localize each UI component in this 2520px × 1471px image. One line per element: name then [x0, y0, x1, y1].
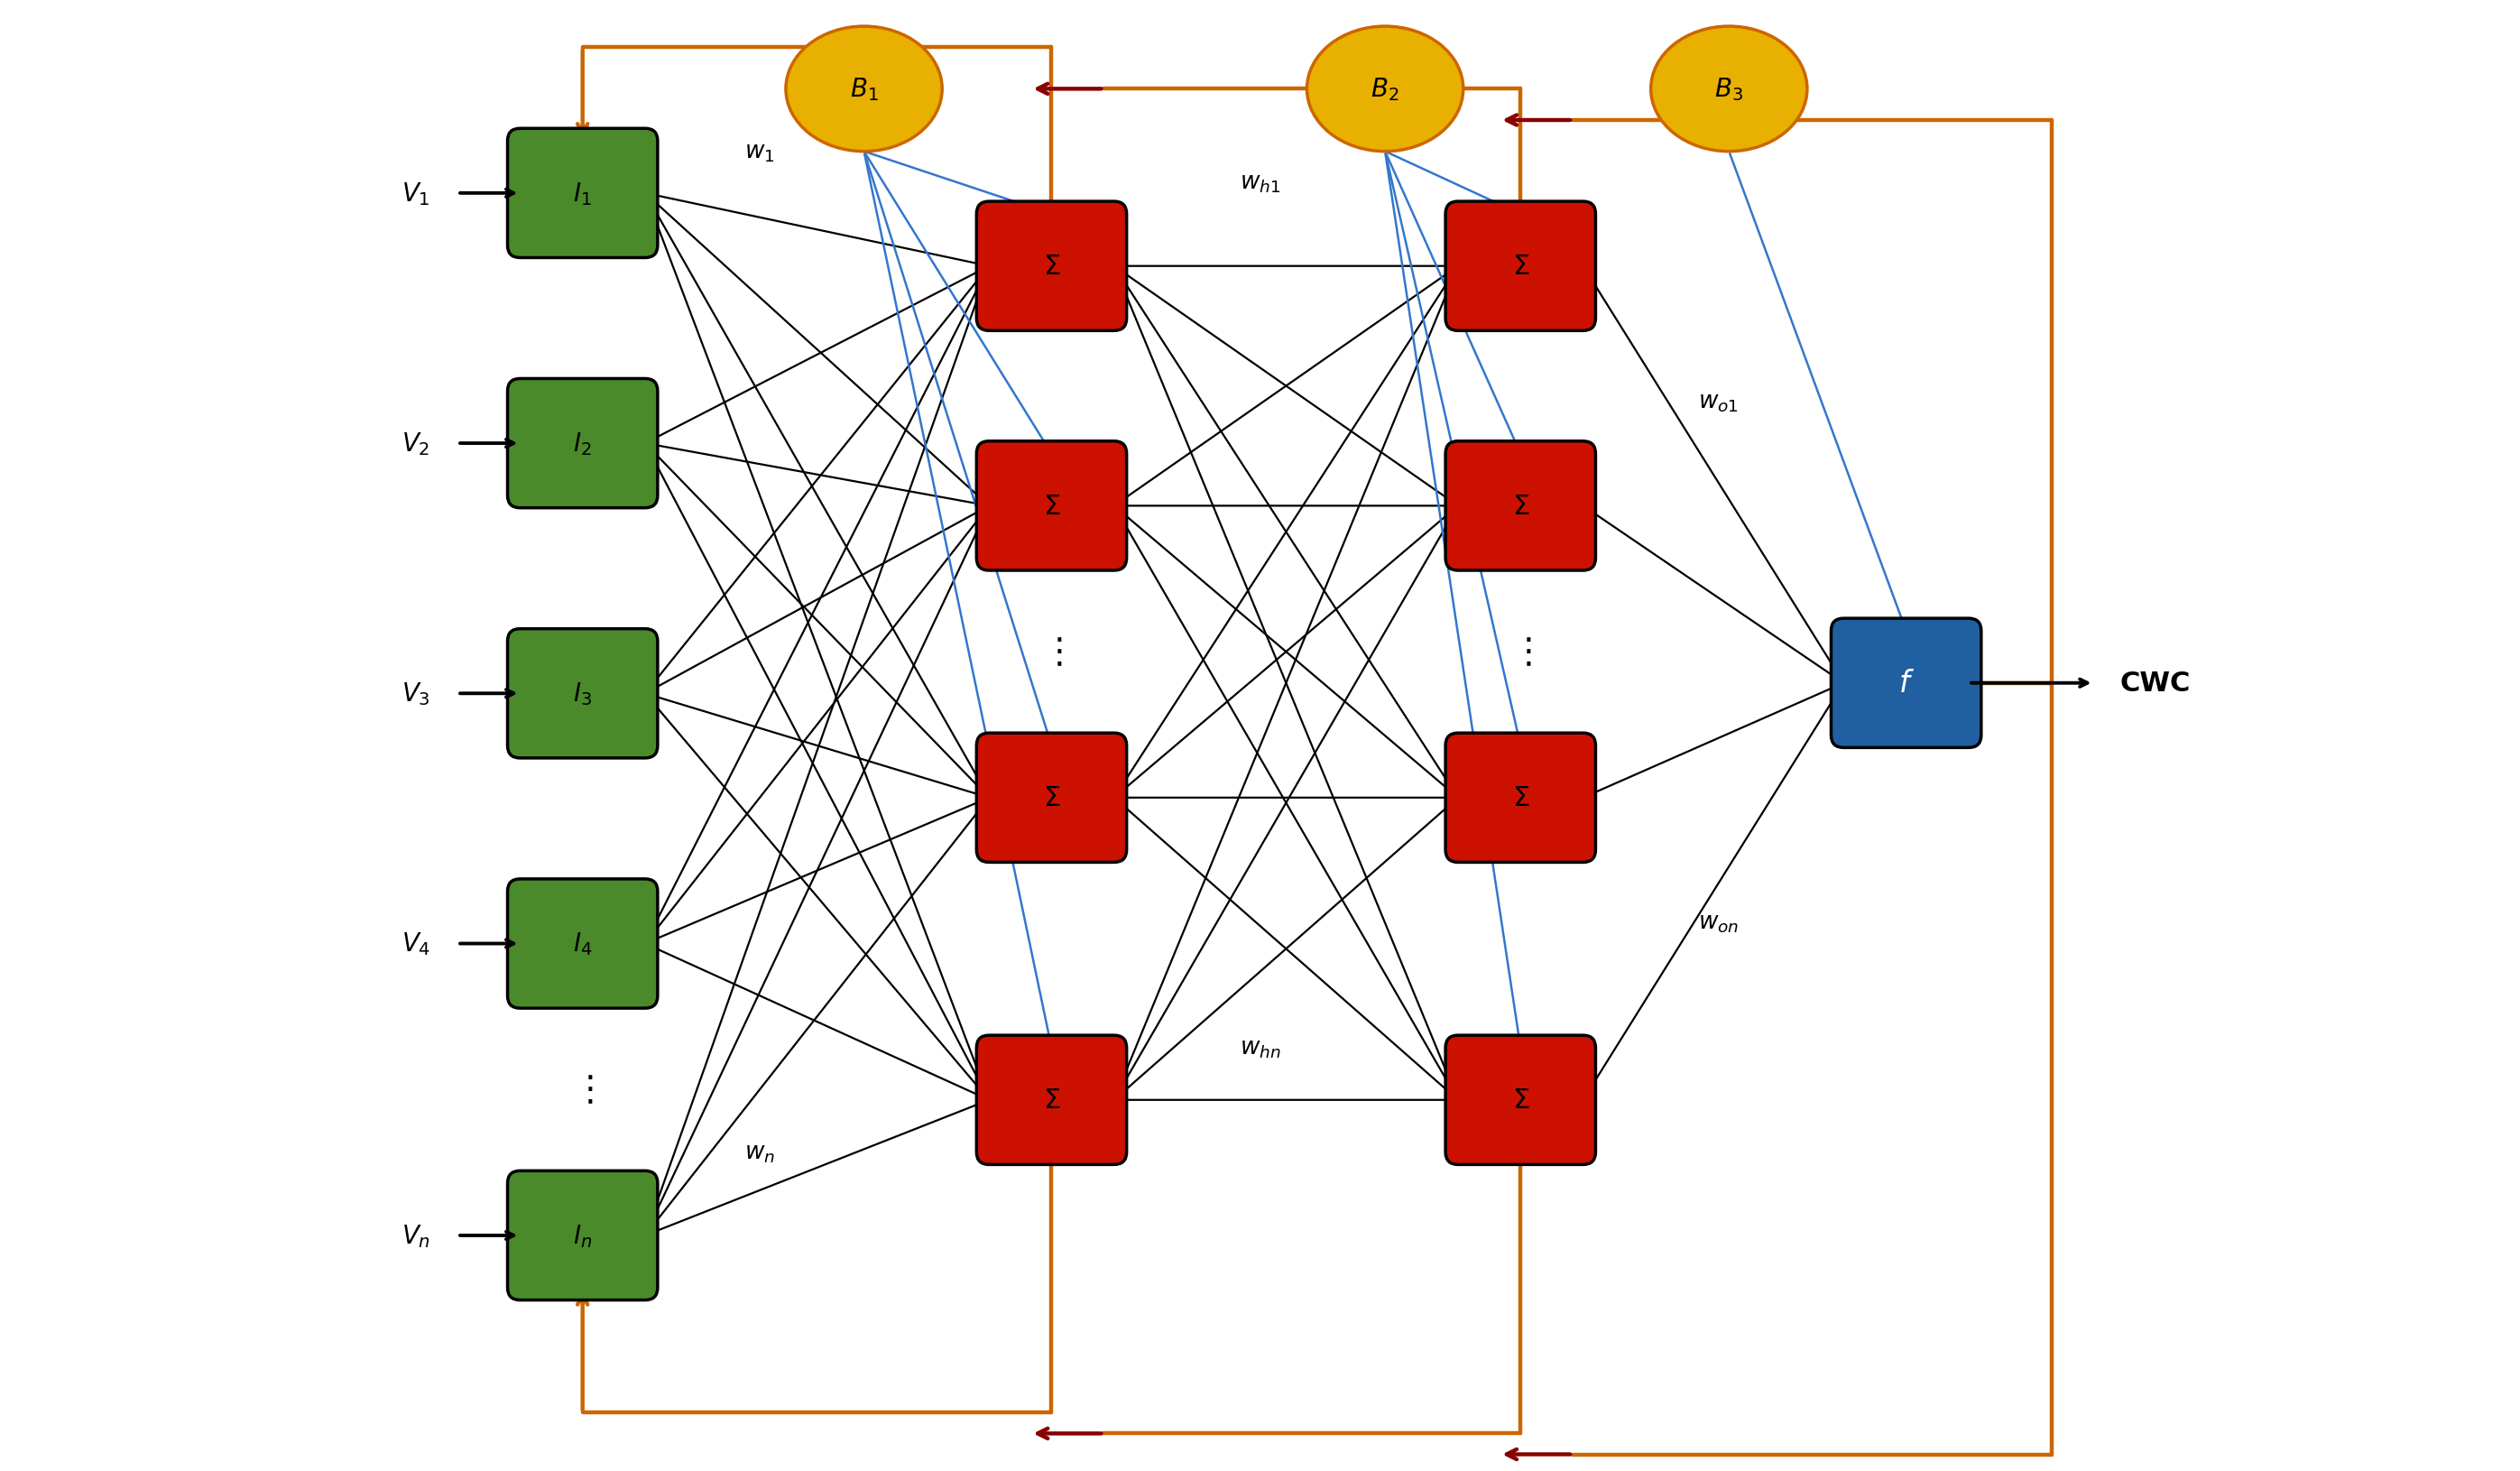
- Text: $w_{hn}$: $w_{hn}$: [1240, 1036, 1280, 1059]
- Text: $B_3$: $B_3$: [1714, 76, 1744, 103]
- FancyBboxPatch shape: [507, 880, 658, 1009]
- Text: $\Sigma$: $\Sigma$: [1043, 1087, 1061, 1114]
- Text: $w_{o1}$: $w_{o1}$: [1698, 390, 1739, 413]
- FancyBboxPatch shape: [507, 1171, 658, 1300]
- Text: $\Sigma$: $\Sigma$: [1512, 493, 1530, 519]
- FancyBboxPatch shape: [978, 441, 1126, 571]
- Text: $\Sigma$: $\Sigma$: [1512, 253, 1530, 279]
- Text: $\vdots$: $\vdots$: [1509, 635, 1532, 669]
- Text: $V_4$: $V_4$: [401, 931, 431, 958]
- FancyBboxPatch shape: [1446, 1036, 1595, 1165]
- Ellipse shape: [786, 26, 942, 152]
- Text: $I_3$: $I_3$: [572, 681, 592, 708]
- Ellipse shape: [1308, 26, 1464, 152]
- FancyBboxPatch shape: [507, 630, 658, 759]
- Text: $B_1$: $B_1$: [849, 76, 879, 103]
- FancyBboxPatch shape: [1446, 734, 1595, 862]
- Text: $\Sigma$: $\Sigma$: [1512, 1087, 1530, 1114]
- Text: $I_n$: $I_n$: [572, 1222, 592, 1249]
- Text: $\vdots$: $\vdots$: [1041, 635, 1061, 669]
- Text: $w_{h1}$: $w_{h1}$: [1240, 172, 1280, 196]
- Text: CWC: CWC: [2119, 671, 2190, 696]
- FancyBboxPatch shape: [978, 202, 1126, 331]
- Text: $V_3$: $V_3$: [401, 681, 431, 708]
- FancyBboxPatch shape: [1832, 619, 1981, 747]
- Text: $w_1$: $w_1$: [743, 140, 776, 163]
- Text: $\vdots$: $\vdots$: [572, 1072, 592, 1106]
- FancyBboxPatch shape: [978, 734, 1126, 862]
- Text: $V_1$: $V_1$: [401, 181, 431, 207]
- Text: $I_2$: $I_2$: [575, 431, 592, 457]
- Text: $\Sigma$: $\Sigma$: [1043, 253, 1061, 279]
- FancyBboxPatch shape: [507, 380, 658, 509]
- Ellipse shape: [1651, 26, 1807, 152]
- Text: $w_n$: $w_n$: [743, 1140, 776, 1164]
- Text: $\Sigma$: $\Sigma$: [1512, 786, 1530, 811]
- Text: $\Sigma$: $\Sigma$: [1043, 786, 1061, 811]
- Text: $w_{on}$: $w_{on}$: [1698, 912, 1739, 934]
- FancyBboxPatch shape: [1446, 441, 1595, 571]
- Text: $I_4$: $I_4$: [572, 931, 592, 958]
- Text: $f$: $f$: [1898, 668, 1915, 699]
- Text: $V_n$: $V_n$: [401, 1222, 431, 1249]
- FancyBboxPatch shape: [978, 1036, 1126, 1165]
- Text: $I_1$: $I_1$: [572, 181, 592, 207]
- Text: $B_2$: $B_2$: [1371, 76, 1399, 103]
- Text: $V_2$: $V_2$: [401, 431, 431, 457]
- FancyBboxPatch shape: [1446, 202, 1595, 331]
- FancyBboxPatch shape: [507, 129, 658, 259]
- Text: $\Sigma$: $\Sigma$: [1043, 493, 1061, 519]
